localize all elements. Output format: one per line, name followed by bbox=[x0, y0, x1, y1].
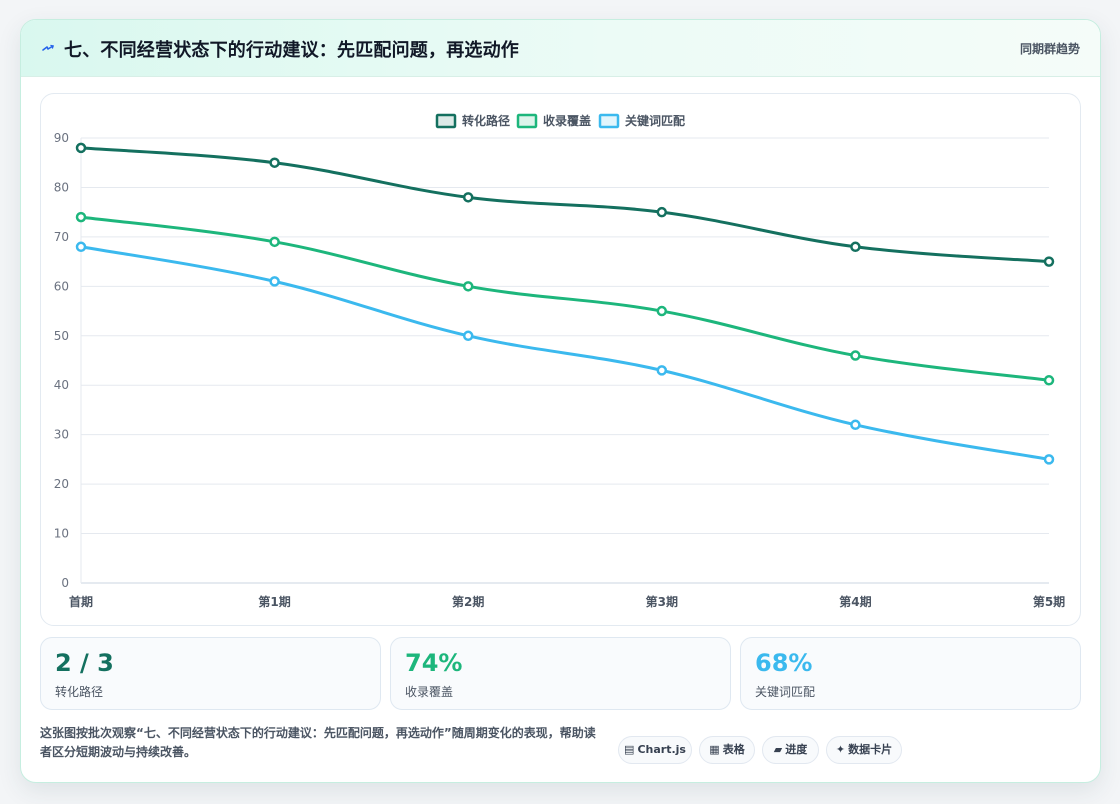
chart-description: 这张图按批次观察“七、不同经营状态下的行动建议：先匹配问题，再选动作”随周期变化… bbox=[40, 726, 596, 759]
pill-label: Chart.js bbox=[637, 743, 686, 756]
data-point bbox=[75, 211, 87, 223]
series-line bbox=[80, 146, 1050, 264]
y-tick-label: 40 bbox=[54, 378, 69, 392]
stat-card-keyword: 68% 关键词匹配 bbox=[740, 637, 1081, 710]
y-tick-label: 0 bbox=[61, 576, 69, 590]
y-tick-label: 70 bbox=[54, 230, 69, 244]
stat-value: 74% bbox=[405, 649, 463, 677]
stat-value: 68% bbox=[755, 649, 813, 677]
legend-label: 收录覆盖 bbox=[543, 113, 591, 128]
x-tick-label: 第5期 bbox=[1033, 594, 1065, 609]
x-tick-label: 第3期 bbox=[646, 594, 678, 609]
y-tick-label: 90 bbox=[54, 131, 69, 145]
stat-label: 收录覆盖 bbox=[405, 685, 454, 699]
chart-icon: ▤ bbox=[624, 743, 635, 756]
data-point bbox=[462, 330, 474, 342]
y-tick-label: 80 bbox=[54, 180, 69, 194]
pill-progress[interactable]: ▰ 进度 bbox=[762, 736, 819, 764]
stat-value: 2 / 3 bbox=[55, 649, 114, 677]
x-tick-label: 第4期 bbox=[839, 594, 871, 609]
y-tick-label: 30 bbox=[54, 428, 69, 442]
pill-label: 进度 bbox=[785, 743, 808, 756]
data-point bbox=[462, 192, 474, 203]
data-point bbox=[1043, 454, 1055, 465]
series-line bbox=[80, 215, 1050, 382]
y-tick-label: 10 bbox=[54, 527, 69, 541]
card-header: 七、不同经营状态下的行动建议：先匹配问题，再选动作 同期群趋势 bbox=[21, 20, 1100, 77]
y-tick-label: 60 bbox=[54, 279, 69, 293]
progress-icon: ▰ bbox=[773, 743, 783, 756]
legend-label: 关键词匹配 bbox=[625, 113, 685, 128]
pill-chartjs[interactable]: ▤ Chart.js bbox=[618, 736, 692, 764]
legend-label: 转化路径 bbox=[462, 113, 510, 128]
line-chart: 0 10 20 30 40 50 60 70 80 90 首期 第1期 第2期 第3期 第4期 第5期 转化路径… bbox=[40, 93, 1081, 626]
data-point bbox=[1043, 375, 1055, 386]
table-icon: ▦ bbox=[709, 743, 720, 756]
series-line bbox=[80, 245, 1050, 461]
legend-swatch bbox=[435, 113, 457, 129]
data-point bbox=[850, 419, 861, 431]
data-point bbox=[850, 241, 861, 253]
trend-tag: 同期群趋势 bbox=[1019, 42, 1080, 56]
data-point bbox=[1043, 256, 1055, 267]
pill-label: 数据卡片 bbox=[848, 743, 893, 756]
data-point bbox=[75, 142, 87, 154]
data-point bbox=[850, 350, 861, 361]
line-chart-svg: 0 10 20 30 40 50 60 70 80 90 首期 第1期 第2期 第3期 第4期 第5期 转化路径… bbox=[54, 113, 1065, 609]
stat-label: 转化路径 bbox=[55, 685, 104, 699]
y-tick-label: 20 bbox=[54, 477, 69, 491]
x-tick-label: 第2期 bbox=[452, 594, 484, 609]
data-point bbox=[656, 206, 668, 218]
pill-label: 表格 bbox=[722, 743, 745, 756]
data-point bbox=[269, 236, 280, 248]
data-point bbox=[269, 157, 280, 168]
stat-card-conversion: 2 / 3 转化路径 bbox=[40, 637, 381, 710]
chart-card: 七、不同经营状态下的行动建议：先匹配问题，再选动作 同期群趋势 0 10 20 30 4… bbox=[20, 19, 1101, 783]
pill-data-card[interactable]: ✦ 数据卡片 bbox=[826, 736, 902, 764]
data-point bbox=[656, 365, 668, 376]
y-tick-label: 50 bbox=[54, 329, 69, 343]
data-point bbox=[462, 281, 474, 292]
x-tick-label: 首期 bbox=[69, 594, 93, 609]
stat-card-coverage: 74% 收录覆盖 bbox=[390, 637, 731, 710]
data-point bbox=[75, 241, 87, 253]
page-title: 七、不同经营状态下的行动建议：先匹配问题，再选动作 bbox=[64, 40, 519, 61]
legend-swatch bbox=[598, 113, 620, 129]
sparkle-icon: ✦ bbox=[835, 743, 846, 756]
lightning-icon bbox=[42, 44, 54, 51]
x-tick-label: 第1期 bbox=[258, 594, 290, 609]
pill-table[interactable]: ▦ 表格 bbox=[699, 736, 755, 764]
data-point bbox=[269, 276, 280, 287]
stat-label: 关键词匹配 bbox=[755, 685, 816, 699]
legend-swatch bbox=[516, 113, 538, 129]
data-point bbox=[656, 305, 668, 317]
